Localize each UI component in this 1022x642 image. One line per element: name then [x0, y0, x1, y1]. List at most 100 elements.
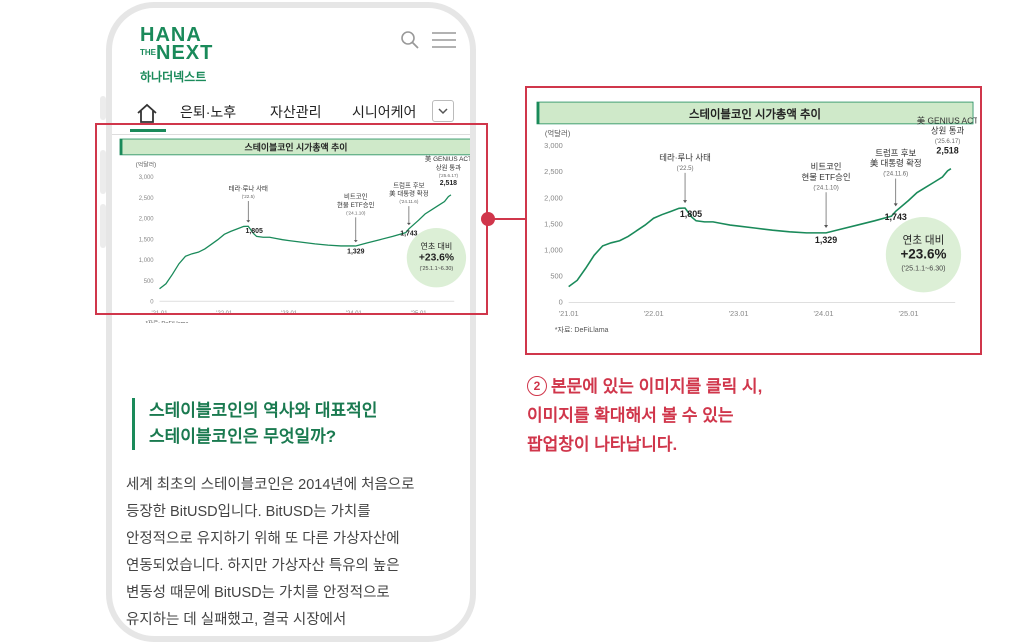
tab-asset-management[interactable]: 자산관리: [270, 104, 322, 120]
home-icon[interactable]: [136, 102, 158, 124]
annotation-arrow-head: [406, 222, 411, 226]
y-tick-label: 2,000: [139, 217, 155, 223]
highlight-connector-line: [488, 218, 526, 220]
chart-title-bar: [119, 138, 470, 156]
annotation-value: 1,329: [815, 235, 837, 245]
annotation-label: 테라·루나 사태: [659, 152, 711, 162]
article-body-line: 안정적으로 유지하기 위해 또 다른 가상자산에: [126, 531, 400, 547]
annotation-label: 美 GENIUS ACT: [917, 115, 977, 125]
y-tick-label: 2,500: [139, 196, 155, 202]
chart-title-bar: [536, 101, 974, 125]
phone-side-button: [100, 150, 106, 194]
annotation-arrow-head: [683, 200, 688, 204]
caption-line3: 팝업창이 나타납니다.: [527, 435, 678, 454]
site-logo[interactable]: HANA THENEXT 하나더넥스트: [140, 24, 214, 85]
logo-line2: THENEXT: [140, 42, 214, 64]
nav-more-button[interactable]: [432, 100, 454, 122]
annotation-label: 美 GENIUS ACT: [425, 154, 472, 163]
chart-source: *자료: DeFiLlama: [146, 319, 190, 323]
y-tick-label: 0: [559, 298, 563, 307]
chevron-down-icon: [438, 108, 448, 115]
y-tick-label: 1,500: [139, 237, 155, 243]
caption-step-number: 2: [527, 376, 547, 396]
series-line: [568, 168, 952, 288]
annotation-date: ('25.6.17): [439, 173, 459, 178]
annotation-value: 1,805: [246, 228, 263, 235]
annotation-date: ('24.1.10): [346, 210, 366, 215]
annotation-date: ('24.11.6): [883, 172, 908, 178]
chart-title: 스테이블코인 시가총액 추이: [689, 107, 821, 121]
chart-y-unit: (억달러): [136, 161, 156, 169]
callout-title: 연초 대비: [421, 242, 453, 251]
tab-senior-care[interactable]: 시니어케어: [352, 104, 417, 120]
y-tick-label: 1,000: [139, 258, 155, 264]
annotation-value: 1,805: [680, 209, 702, 219]
annotation-value: 1,329: [347, 248, 364, 255]
chart-title: 스테이블코인 시가총액 추이: [245, 141, 348, 152]
annotation-label: 현물 ETF승인: [337, 200, 375, 209]
chart-source: *자료: DeFiLlama: [555, 325, 609, 334]
annotation-date: ('25.6.17): [935, 139, 960, 145]
annotation-label: 美 대통령 확정: [389, 189, 429, 198]
hamburger-menu-icon[interactable]: [432, 32, 456, 48]
annotation-label: 상원 통과: [931, 126, 965, 136]
callout-circle: [885, 217, 962, 293]
active-tab-indicator: [130, 129, 166, 132]
main-nav: 은퇴·노후 자산관리 시니어케어: [112, 94, 470, 134]
logo-line1: HANA: [140, 24, 202, 46]
article-heading-line1: 스테이블코인의 역사와 대표적인: [149, 401, 378, 420]
callout-circle: [406, 228, 467, 288]
callout-caption: 2 본문에 있는 이미지를 클릭 시, 이미지를 확대해서 볼 수 있는 팝업창이…: [527, 372, 762, 459]
search-icon[interactable]: [400, 30, 420, 50]
article-body-line: 변동성 때문에 BitUSD는 가치를 안정적으로: [126, 585, 390, 601]
annotation-date: ('22.5): [242, 194, 255, 199]
y-tick-label: 1,000: [544, 246, 563, 255]
highlight-connector-dot: [481, 212, 495, 226]
article-body: 세계 최초의 스테이블코인은 2014년에 처음으로 등장한 BitUSD입니다…: [126, 472, 466, 634]
phone-side-button: [100, 96, 106, 120]
tab-retirement[interactable]: 은퇴·노후: [180, 104, 237, 120]
article-heading: 스테이블코인의 역사와 대표적인 스테이블코인은 무엇일까?: [132, 398, 377, 450]
y-tick-label: 0: [150, 300, 154, 306]
nav-divider: [112, 134, 470, 135]
annotation-label: 상원 통과: [436, 162, 461, 171]
x-tick-label: '24.01: [814, 309, 834, 318]
phone-frame: HANA THENEXT 하나더넥스트 은퇴·노후 자산관리 시니어케어 스테이…: [106, 2, 476, 642]
callout-period: ('25.1.1~6.30): [420, 266, 454, 272]
annotation-arrow-head: [246, 220, 251, 223]
caption-line1: 본문에 있는 이미지를 클릭 시,: [551, 377, 763, 396]
y-tick-label: 3,000: [544, 141, 563, 150]
callout-value: +23.6%: [419, 253, 454, 264]
annotation-label: 테라·루나 사태: [229, 184, 268, 193]
article-body-line: 유지하는 데 실패했고, 결국 시장에서: [126, 612, 347, 628]
chart-highlight-box: [95, 123, 488, 315]
annotation-label: 비트코인: [344, 192, 368, 201]
x-tick-label: '22.01: [644, 309, 664, 318]
annotation-value: 1,743: [885, 212, 907, 222]
x-tick-label: '25.01: [898, 309, 918, 318]
article-body-line: 연동되었습니다. 하지만 가상자산 특유의 높은: [126, 558, 400, 574]
y-tick-label: 500: [550, 272, 562, 281]
annotation-label: 비트코인: [811, 161, 842, 171]
annotation-label: 美 대통령 확정: [870, 158, 922, 168]
x-tick-label: '21.01: [559, 309, 579, 318]
callout-period: ('25.1.1~6.30): [901, 265, 945, 273]
series-line: [159, 194, 452, 290]
annotation-value: 1,743: [400, 230, 417, 237]
annotation-value: 2,518: [936, 145, 958, 155]
annotation-date: ('24.1.10): [813, 185, 838, 191]
chart-title-accent: [119, 139, 123, 155]
x-tick-label: '23.01: [729, 309, 749, 318]
logo-next: NEXT: [156, 42, 214, 64]
annotation-label: 트럼프 후보: [393, 181, 424, 189]
logo-the: THE: [140, 48, 156, 57]
annotation-value: 2,518: [440, 180, 457, 187]
annotation-label: 트럼프 후보: [875, 148, 916, 158]
y-tick-label: 1,500: [544, 219, 563, 228]
enlarged-chart-image: 스테이블코인 시가총액 추이 (억달러) 0 500 1,000 1,500 2,000 2,…: [536, 101, 977, 334]
annotation-arrow-head: [353, 240, 358, 243]
annotation-date: ('22.5): [677, 166, 694, 172]
y-tick-label: 2,000: [544, 193, 563, 202]
article-body-line: 세계 최초의 스테이블코인은 2014년에 처음으로: [126, 477, 415, 493]
y-tick-label: 500: [144, 279, 155, 285]
